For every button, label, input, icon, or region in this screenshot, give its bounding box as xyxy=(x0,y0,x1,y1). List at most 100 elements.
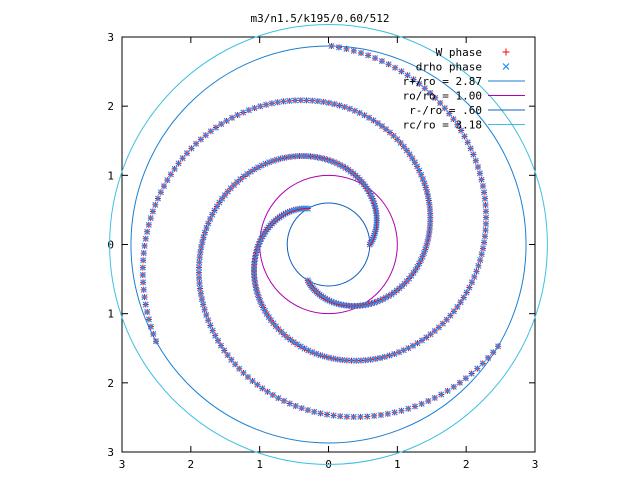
drho-phase-point xyxy=(357,357,364,364)
drho-phase-point xyxy=(325,99,332,106)
drho-phase-point xyxy=(229,114,236,121)
drho-phase-point xyxy=(446,110,453,117)
drho-phase-point xyxy=(391,409,398,416)
drho-phase-point xyxy=(477,257,484,264)
drho-phase-point xyxy=(321,353,328,360)
drho-phase-point xyxy=(471,273,478,280)
drho-phase-point xyxy=(476,170,483,177)
legend-label: r-/ro = .60 xyxy=(409,104,482,117)
drho-phase-point xyxy=(371,412,378,419)
circle-r xyxy=(286,202,371,287)
drho-phase-point xyxy=(304,407,311,414)
drho-phase-point xyxy=(164,177,171,184)
w-phase-point xyxy=(502,48,510,56)
legend-label: ro/ro = 1.00 xyxy=(403,90,482,103)
drho-phase-point xyxy=(200,301,207,308)
drho-phase-point xyxy=(331,101,338,108)
drho-phase-point xyxy=(188,145,195,152)
drho-phase-point xyxy=(207,322,214,329)
y-tick-label: 0 xyxy=(107,239,114,252)
drho-phase-point xyxy=(398,407,405,414)
drho-phase-point xyxy=(466,284,473,291)
x-tick-label: 1 xyxy=(394,458,401,471)
drho-phase-point xyxy=(274,99,281,106)
drho-phase-point xyxy=(203,311,210,319)
drho-phase-point xyxy=(275,395,282,402)
drho-phase-point xyxy=(364,413,371,420)
drho-phase-point xyxy=(197,249,204,256)
drho-phase-point xyxy=(195,269,202,276)
drho-phase-point xyxy=(200,234,207,241)
drho-phase-point xyxy=(481,189,488,196)
drho-phase-point xyxy=(372,355,379,362)
drho-phase-point xyxy=(356,109,363,116)
drho-phase-point xyxy=(458,127,465,134)
drho-phase-point xyxy=(280,397,288,404)
phase-points xyxy=(139,42,510,420)
drho-phase-point xyxy=(404,72,411,79)
drho-phase-point xyxy=(198,296,205,303)
drho-phase-point xyxy=(140,279,147,286)
drho-phase-point xyxy=(197,136,204,143)
drho-phase-point xyxy=(350,413,357,420)
drho-phase-point xyxy=(379,123,386,130)
drho-phase-point xyxy=(460,294,467,301)
drho-phase-point xyxy=(197,285,204,292)
drho-phase-point xyxy=(411,159,418,166)
drho-phase-point xyxy=(205,317,212,324)
drho-phase-point xyxy=(381,353,388,360)
drho-phase-point xyxy=(474,365,481,372)
drho-phase-point xyxy=(378,58,385,65)
drho-phase-point xyxy=(196,254,203,261)
drho-phase-point xyxy=(209,327,216,334)
circle-rc xyxy=(109,24,548,465)
drho-phase-point xyxy=(330,355,337,362)
drho-phase-point xyxy=(437,99,444,107)
drho-phase-point xyxy=(472,157,479,164)
drho-phase-point xyxy=(431,394,438,401)
drho-phase-point xyxy=(479,182,486,189)
drho-phase-point xyxy=(406,151,413,158)
drho-phase-point xyxy=(478,176,485,183)
y-tick-label: 1 xyxy=(107,308,114,321)
drho-phase-point xyxy=(336,102,343,109)
drho-phase-point xyxy=(423,334,430,341)
drho-phase-point xyxy=(392,64,399,71)
drho-phase-point xyxy=(474,163,481,171)
drho-phase-point xyxy=(341,103,348,111)
legend-label: drho phase xyxy=(416,61,482,74)
drho-phase-point xyxy=(286,400,293,407)
drho-phase-point xyxy=(467,145,474,152)
drho-phase-point xyxy=(211,207,218,214)
drho-phase-point xyxy=(358,49,365,57)
drho-phase-point xyxy=(335,44,343,51)
drho-phase-point xyxy=(348,357,355,364)
drho-phase-point xyxy=(468,279,475,286)
drho-phase-point xyxy=(196,259,203,266)
drho-phase-point xyxy=(405,345,412,352)
drho-phase-point xyxy=(286,97,293,104)
drho-phase-point xyxy=(218,121,225,128)
drho-phase-point xyxy=(147,215,154,222)
drho-phase-point xyxy=(374,120,381,127)
drho-phase-point xyxy=(441,105,448,112)
drho-phase-point xyxy=(461,133,468,140)
drho-phase-point xyxy=(450,116,457,123)
drho-phase-point xyxy=(481,233,488,240)
drho-phase-point xyxy=(154,195,161,202)
drho-phase-point xyxy=(362,357,369,364)
drho-phase-point xyxy=(353,357,360,364)
drho-phase-point xyxy=(152,201,159,208)
drho-phase-point xyxy=(249,377,256,384)
drho-phase-point xyxy=(224,352,231,359)
drho-phase-point xyxy=(450,383,457,390)
drho-phase-point xyxy=(309,97,316,104)
drho-phase-point xyxy=(367,356,374,363)
drho-phase-point xyxy=(383,126,390,133)
drho-phase-point xyxy=(253,287,260,294)
drho-phase-point xyxy=(144,228,151,235)
drho-phase-point xyxy=(221,192,228,199)
drho-phase-point xyxy=(287,336,294,343)
drho-phase-point xyxy=(197,290,204,297)
